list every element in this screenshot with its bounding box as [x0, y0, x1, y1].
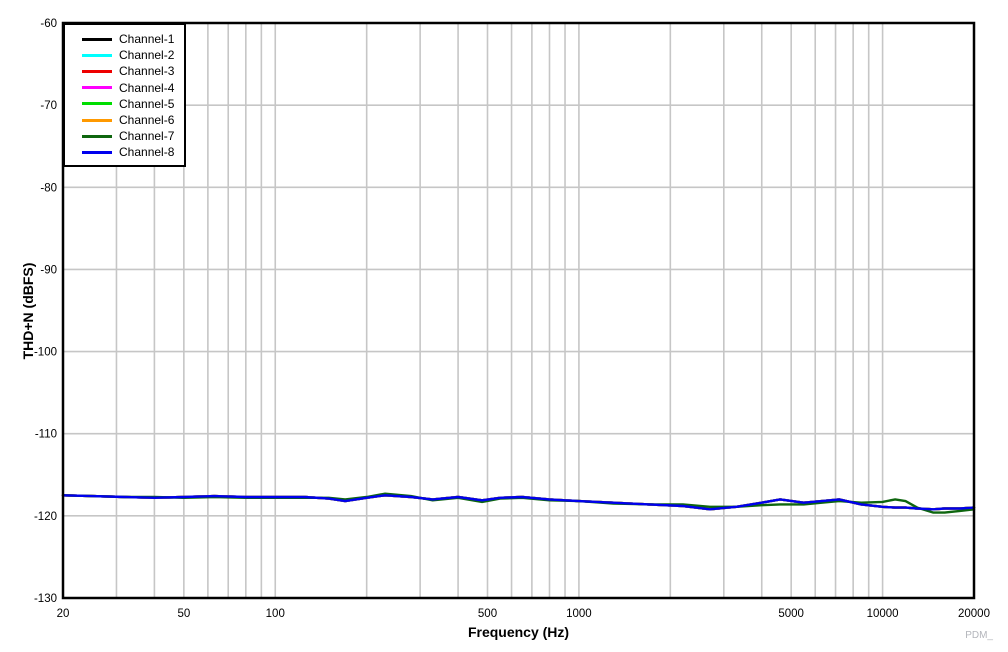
legend-item-channel-3: Channel-3: [65, 63, 184, 79]
series-line-channel-8: [61, 494, 976, 511]
legend-item-channel-1: Channel-1: [65, 31, 184, 47]
legend-swatch: [82, 86, 112, 90]
x-tick-label: 500: [478, 608, 497, 620]
legend-item-channel-6: Channel-6: [65, 112, 184, 128]
x-tick-label: 20000: [958, 608, 990, 620]
legend-label: Channel-2: [119, 48, 175, 63]
legend-swatch: [82, 69, 112, 73]
y-tick-label: -70: [40, 100, 57, 112]
legend-label: Channel-8: [119, 145, 175, 160]
legend-item-channel-2: Channel-2: [65, 47, 184, 63]
x-tick-label: 50: [177, 608, 190, 620]
y-tick-label: -80: [40, 182, 57, 194]
x-tick-label: 5000: [778, 608, 804, 620]
legend-item-channel-8: Channel-8: [65, 144, 184, 160]
x-tick-label: 20: [57, 608, 70, 620]
legend-swatch: [82, 150, 112, 154]
plot-frame: [61, 21, 976, 600]
x-tick-label: 100: [266, 608, 285, 620]
legend-swatch: [82, 134, 112, 138]
legend-swatch: [82, 102, 112, 106]
y-tick-label: -120: [34, 511, 57, 523]
legend-item-channel-7: Channel-7: [65, 128, 184, 144]
legend-swatch: [82, 53, 112, 57]
watermark: PDM_: [965, 630, 993, 641]
x-axis-title: Frequency (Hz): [467, 624, 570, 640]
legend-label: Channel-6: [119, 113, 175, 128]
y-tick-label: -60: [40, 18, 57, 30]
x-tick-label: 1000: [566, 608, 592, 620]
legend-swatch: [82, 37, 112, 41]
legend-label: Channel-5: [119, 96, 175, 111]
legend: Channel-1 Channel-2 Channel-3 Channel-4 Chan…: [63, 23, 186, 167]
legend-item-channel-4: Channel-4: [65, 80, 184, 96]
y-tick-label: -90: [40, 264, 57, 276]
legend-label: Channel-4: [119, 80, 175, 95]
y-tick-label: -100: [34, 347, 57, 359]
legend-label: Channel-7: [119, 129, 175, 144]
legend-item-channel-5: Channel-5: [65, 96, 184, 112]
y-tick-label: -130: [34, 593, 57, 605]
legend-swatch: [82, 118, 112, 122]
legend-label: Channel-3: [119, 64, 175, 79]
x-tick-label: 10000: [867, 608, 899, 620]
legend-label: Channel-1: [119, 32, 175, 47]
y-tick-label: -110: [35, 429, 57, 441]
y-axis-title: THD+N (dBFS): [20, 262, 36, 360]
